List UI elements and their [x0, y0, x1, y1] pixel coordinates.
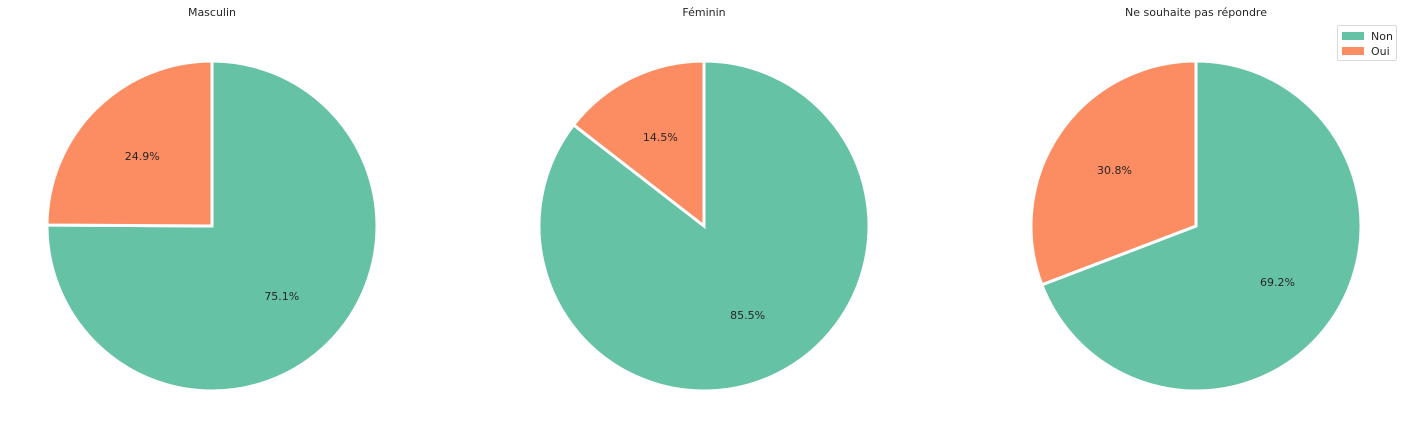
- slice-label-ne-souhaite-pas-repondre-oui: 30.8%: [1097, 164, 1132, 177]
- legend: Non Oui: [1337, 25, 1397, 61]
- pie-slice-ne-souhaite-pas-repondre-oui: [1029, 59, 1198, 287]
- pie-chart-feminin: Féminin 85.5% 14.5%: [537, 6, 871, 393]
- slice-label-feminin-non: 85.5%: [730, 309, 765, 322]
- slice-label-ne-souhaite-pas-repondre-non: 69.2%: [1260, 276, 1295, 289]
- pie-chart-masculin: Masculin 75.1% 24.9%: [45, 6, 379, 393]
- legend-label-oui: Oui: [1371, 44, 1390, 58]
- slice-label-masculin-oui: 24.9%: [125, 150, 160, 163]
- pie-slice-feminin-oui: [571, 59, 706, 230]
- pie-slice-masculin-oui: [45, 59, 214, 228]
- legend-swatch-non: [1342, 32, 1364, 40]
- pie-chart-ne-souhaite-pas-repondre: Ne souhaite pas répondre 69.2% 30.8%: [1029, 6, 1363, 393]
- chart-title-masculin: Masculin: [188, 6, 236, 19]
- legend-swatch-oui: [1342, 47, 1364, 55]
- chart-title-feminin: Féminin: [682, 6, 725, 19]
- pie-slice-masculin-non: [45, 59, 379, 393]
- slice-label-feminin-oui: 14.5%: [643, 131, 678, 144]
- slice-label-masculin-non: 75.1%: [264, 290, 299, 303]
- pie-slice-feminin-non: [537, 59, 871, 393]
- pie-slice-ne-souhaite-pas-repondre-non: [1039, 59, 1363, 393]
- chart-title-ne-souhaite-pas-repondre: Ne souhaite pas répondre: [1125, 6, 1267, 19]
- legend-item-oui: Oui: [1342, 44, 1391, 58]
- legend-item-non: Non: [1342, 29, 1393, 43]
- legend-label-non: Non: [1371, 29, 1393, 43]
